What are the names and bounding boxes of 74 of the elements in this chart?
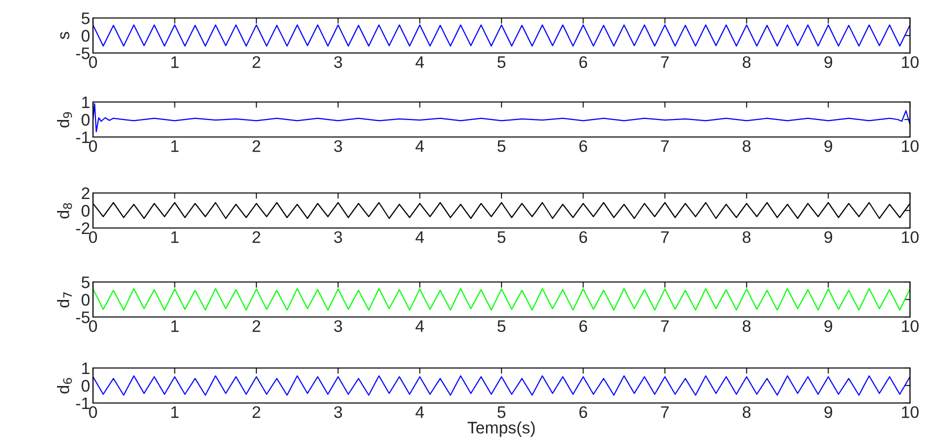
x-tick-label: 1 xyxy=(171,140,179,152)
y-axis-title: d$_{9}$ xyxy=(57,112,72,128)
y-tick-label: 0 xyxy=(82,380,90,392)
x-tick-label: 9 xyxy=(824,231,832,244)
y-axis-title: d$_{6}$ xyxy=(57,378,72,394)
x-tick-label: 5 xyxy=(498,56,506,68)
y-tick-label: 5 xyxy=(82,276,90,288)
x-tick-label: 7 xyxy=(661,320,669,332)
x-tick-label: 10 xyxy=(902,320,919,332)
line-series xyxy=(93,288,910,311)
x-tick-label: 5 xyxy=(498,231,506,244)
y-axis-title: d$_{8}$ xyxy=(57,203,72,218)
x-tick-label: 9 xyxy=(824,320,832,332)
x-tick-label: 6 xyxy=(579,56,588,68)
x-tick-label: 6 xyxy=(579,140,588,152)
y-tick-label: 1 xyxy=(82,96,90,108)
x-tick-label: 10 xyxy=(902,140,919,152)
y-tick-label: -1 xyxy=(76,398,90,410)
x-tick-label: 8 xyxy=(742,320,751,332)
y-tick-label: -5 xyxy=(76,312,90,324)
y-tick-label: 5 xyxy=(82,12,90,24)
y-tick-label: 0 xyxy=(82,294,90,306)
x-tick-label: 4 xyxy=(416,320,424,332)
x-tick-label: 10 xyxy=(902,406,919,418)
x-tick-label: 4 xyxy=(416,231,424,243)
x-tick-label: 9 xyxy=(824,406,832,418)
y-tick-label: 0 xyxy=(82,204,90,217)
line-series xyxy=(93,24,910,47)
x-tick-label: 10 xyxy=(902,231,919,244)
y-axis-title: s xyxy=(60,32,70,40)
x-axis-title: Temps(s) xyxy=(468,421,535,437)
x-tick-label: 7 xyxy=(661,406,669,418)
x-tick-label: 7 xyxy=(661,140,669,152)
x-tick-label: 3 xyxy=(334,320,342,332)
y-tick-label: 0 xyxy=(82,114,90,126)
x-tick-label: 4 xyxy=(416,56,424,68)
x-tick-label: 8 xyxy=(742,56,751,68)
y-tick-label: -2 xyxy=(76,222,90,234)
x-tick-label: 5 xyxy=(498,406,506,418)
x-tick-label: 3 xyxy=(334,406,342,418)
x-tick-label: 8 xyxy=(742,406,751,418)
x-tick-label: 10 xyxy=(902,56,919,68)
x-tick-label: 2 xyxy=(252,320,260,332)
line-series xyxy=(93,375,910,396)
x-tick-label: 9 xyxy=(824,56,832,68)
x-tick-label: 7 xyxy=(661,231,669,243)
y-tick-label: -5 xyxy=(76,48,90,60)
x-tick-label: 2 xyxy=(252,406,260,418)
x-tick-label: 4 xyxy=(416,406,424,418)
x-tick-label: 1 xyxy=(171,231,179,243)
x-tick-label: 5 xyxy=(498,140,506,152)
y-axis-title: d$_{7}$ xyxy=(57,292,72,308)
y-tick-label: -1 xyxy=(76,132,90,144)
x-tick-label: 6 xyxy=(579,320,588,332)
x-tick-label: 8 xyxy=(742,231,751,244)
x-tick-label: 9 xyxy=(824,140,832,152)
x-tick-label: 6 xyxy=(579,406,588,418)
x-tick-label: 3 xyxy=(334,231,342,244)
y-tick-label: 1 xyxy=(82,362,90,374)
x-tick-label: 6 xyxy=(579,231,588,244)
x-tick-label: 8 xyxy=(742,140,751,152)
x-tick-label: 3 xyxy=(334,56,342,68)
x-tick-label: 7 xyxy=(661,56,669,68)
x-tick-label: 1 xyxy=(171,406,179,418)
x-tick-label: 1 xyxy=(171,320,179,332)
x-tick-label: 2 xyxy=(252,231,260,243)
x-tick-label: 1 xyxy=(171,56,179,68)
x-tick-label: 2 xyxy=(252,56,260,68)
x-tick-label: 4 xyxy=(416,140,424,152)
x-tick-label: 3 xyxy=(334,140,342,152)
x-tick-label: 5 xyxy=(498,320,506,332)
x-tick-label: 2 xyxy=(252,140,260,152)
y-tick-label: 2 xyxy=(82,187,90,200)
y-tick-label: 0 xyxy=(82,30,90,42)
